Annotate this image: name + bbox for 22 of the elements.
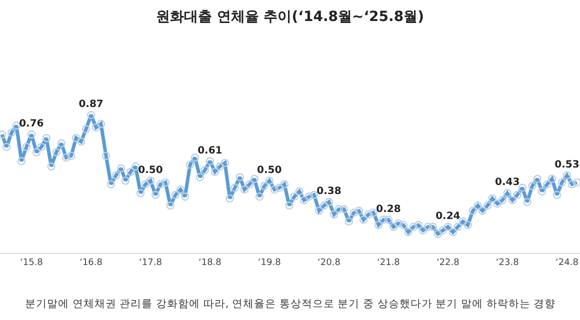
x-tick-label: ‘24.8	[556, 258, 579, 268]
data-label: 0.28	[376, 204, 401, 215]
x-tick-label: ‘23.8	[496, 258, 520, 268]
data-label: 0.61	[198, 145, 222, 156]
data-label: 0.38	[316, 186, 342, 198]
data-label: 0.24	[436, 210, 460, 222]
data-label: 0.50	[138, 164, 163, 176]
data-label: 0.53	[554, 159, 580, 170]
x-tick-label: ‘17.8	[139, 258, 162, 268]
chart-title: 원화대출 연체율 추이(‘14.8월~‘25.8월)	[156, 9, 424, 25]
x-tick-label: ‘18.8	[198, 258, 222, 268]
x-tick-label: ‘19.8	[258, 258, 282, 268]
data-label: 0.43	[495, 177, 520, 188]
x-tick-label: ‘16.8	[80, 258, 103, 268]
x-tick-label: ‘22.8	[436, 258, 460, 268]
text: 분기말에 연체채권 관리를 강화함에 따라, 연체율은 통상적으로 분기 중 상승했다가 분기 말에 하락하는 경향	[25, 298, 556, 310]
x-tick-label: ‘20.8	[318, 258, 341, 268]
data-label: 0.87	[78, 99, 104, 110]
data-label: 0.50	[257, 164, 282, 176]
x-tick-label: ‘21.8	[377, 258, 400, 268]
data-label: 0.76	[19, 118, 44, 130]
x-tick-label: ‘15.8	[20, 258, 44, 268]
